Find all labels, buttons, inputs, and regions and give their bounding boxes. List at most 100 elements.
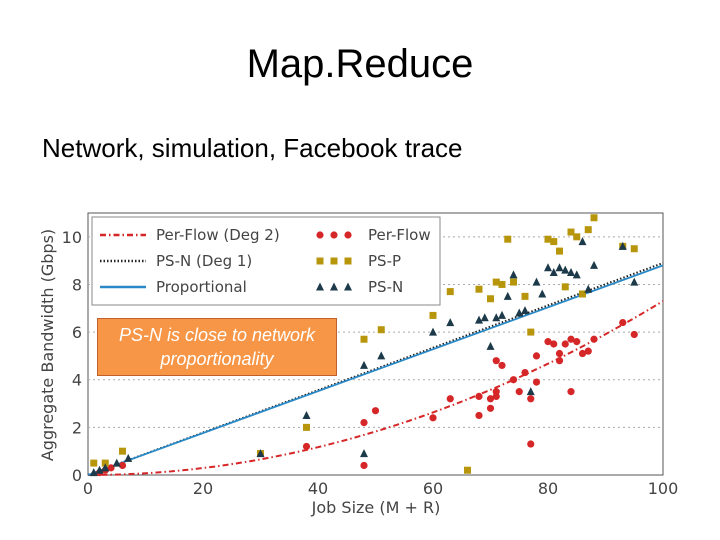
legend-box xyxy=(91,216,441,306)
point-ps-p xyxy=(504,235,512,243)
point-per-flow xyxy=(532,352,541,360)
point-ps-p xyxy=(475,285,483,293)
point-per-flow xyxy=(360,461,368,470)
point-ps-p xyxy=(360,335,368,343)
point-per-flow xyxy=(371,407,380,415)
point-ps-n xyxy=(509,270,518,279)
point-ps-p xyxy=(561,283,569,291)
slide-title: Map.Reduce xyxy=(246,42,474,86)
legend-label: PS-N (Deg 1) xyxy=(156,252,252,270)
y-tick-label: 10 xyxy=(62,228,82,247)
x-tick-label: 60 xyxy=(423,479,443,498)
legend-marker-swatch xyxy=(316,257,324,265)
point-per-flow xyxy=(573,338,581,346)
point-ps-n xyxy=(503,291,512,300)
y-tick-label: 0 xyxy=(72,466,82,485)
point-per-flow xyxy=(486,404,495,412)
point-per-flow xyxy=(584,347,592,355)
point-ps-p xyxy=(590,214,598,222)
point-ps-p xyxy=(90,459,98,467)
point-ps-n xyxy=(630,277,639,286)
line-per-flow-deg-2- xyxy=(87,300,664,476)
point-per-flow xyxy=(590,335,598,343)
callout-note: PS-N is close to network proportionality xyxy=(97,318,337,376)
point-ps-n xyxy=(618,241,627,250)
legend-marker-swatch xyxy=(344,257,352,265)
point-ps-n xyxy=(526,387,535,396)
point-per-flow xyxy=(561,340,569,348)
point-ps-n xyxy=(572,270,581,279)
y-tick-label: 4 xyxy=(72,371,82,390)
legend-marker-swatch xyxy=(316,282,324,291)
point-ps-n xyxy=(549,268,558,277)
point-per-flow xyxy=(475,392,483,400)
point-per-flow xyxy=(302,442,311,451)
point-ps-p xyxy=(527,328,535,336)
legend-label: Per-Flow (Deg 2) xyxy=(156,226,280,244)
point-ps-n xyxy=(561,265,570,274)
point-ps-n xyxy=(498,310,506,319)
legend-marker-swatch xyxy=(330,257,338,265)
point-ps-n xyxy=(112,458,121,467)
point-per-flow xyxy=(619,318,627,327)
slide-subtitle: Network, simulation, Facebook trace xyxy=(42,133,463,163)
y-axis-label: Aggregate Bandwidth (Gbps) xyxy=(38,229,57,461)
x-tick-label: 40 xyxy=(308,479,328,498)
point-ps-p xyxy=(464,466,471,474)
point-ps-n xyxy=(446,318,455,327)
point-per-flow xyxy=(509,376,518,384)
point-ps-n xyxy=(302,410,311,419)
legend-marker-swatch xyxy=(344,231,352,239)
point-ps-p xyxy=(119,447,126,455)
legend-label: Proportional xyxy=(156,278,247,296)
point-per-flow xyxy=(555,349,564,358)
legend-marker-swatch xyxy=(316,231,324,239)
legend-label: Per-Flow xyxy=(368,226,431,244)
point-ps-n xyxy=(475,315,483,324)
point-ps-n xyxy=(256,449,265,458)
point-ps-p xyxy=(446,288,454,296)
point-ps-p xyxy=(429,311,437,319)
point-per-flow xyxy=(544,338,552,346)
point-ps-n xyxy=(89,468,98,477)
point-ps-n xyxy=(492,313,501,322)
point-ps-p xyxy=(556,247,563,255)
point-ps-p xyxy=(567,228,575,236)
point-per-flow xyxy=(527,440,535,448)
point-per-flow xyxy=(567,388,575,396)
point-ps-p xyxy=(521,292,529,300)
point-per-flow xyxy=(486,395,495,403)
x-tick-label: 80 xyxy=(538,479,558,498)
data-points xyxy=(89,214,639,477)
point-ps-n xyxy=(486,341,495,350)
point-ps-p xyxy=(487,295,494,303)
point-ps-p xyxy=(510,278,517,286)
point-per-flow xyxy=(532,378,541,386)
y-tick-label: 2 xyxy=(72,418,82,437)
point-ps-p xyxy=(303,423,310,431)
point-ps-n xyxy=(377,351,386,360)
point-per-flow xyxy=(567,335,575,343)
x-tick-label: 20 xyxy=(193,479,213,498)
point-ps-p xyxy=(573,233,581,241)
y-tick-label: 8 xyxy=(72,275,82,294)
point-ps-n xyxy=(532,277,541,286)
point-ps-p xyxy=(544,235,552,243)
point-per-flow xyxy=(578,349,587,358)
point-per-flow xyxy=(555,357,564,365)
legend: Per-Flow (Deg 2) PS-N (Deg 1) Proportional… xyxy=(91,216,441,306)
legend-marker-swatch xyxy=(330,231,338,239)
point-per-flow xyxy=(429,414,437,422)
point-ps-n xyxy=(360,360,368,369)
legend-marker-swatch xyxy=(330,282,338,291)
point-per-flow xyxy=(446,395,454,403)
legend-marker-swatch xyxy=(344,282,352,291)
point-ps-n xyxy=(480,313,489,322)
point-ps-n xyxy=(584,284,593,293)
point-per-flow xyxy=(492,388,500,396)
point-ps-n xyxy=(95,465,104,474)
point-ps-n xyxy=(544,263,552,272)
point-ps-p xyxy=(377,326,385,334)
x-tick-label: 0 xyxy=(83,479,93,498)
